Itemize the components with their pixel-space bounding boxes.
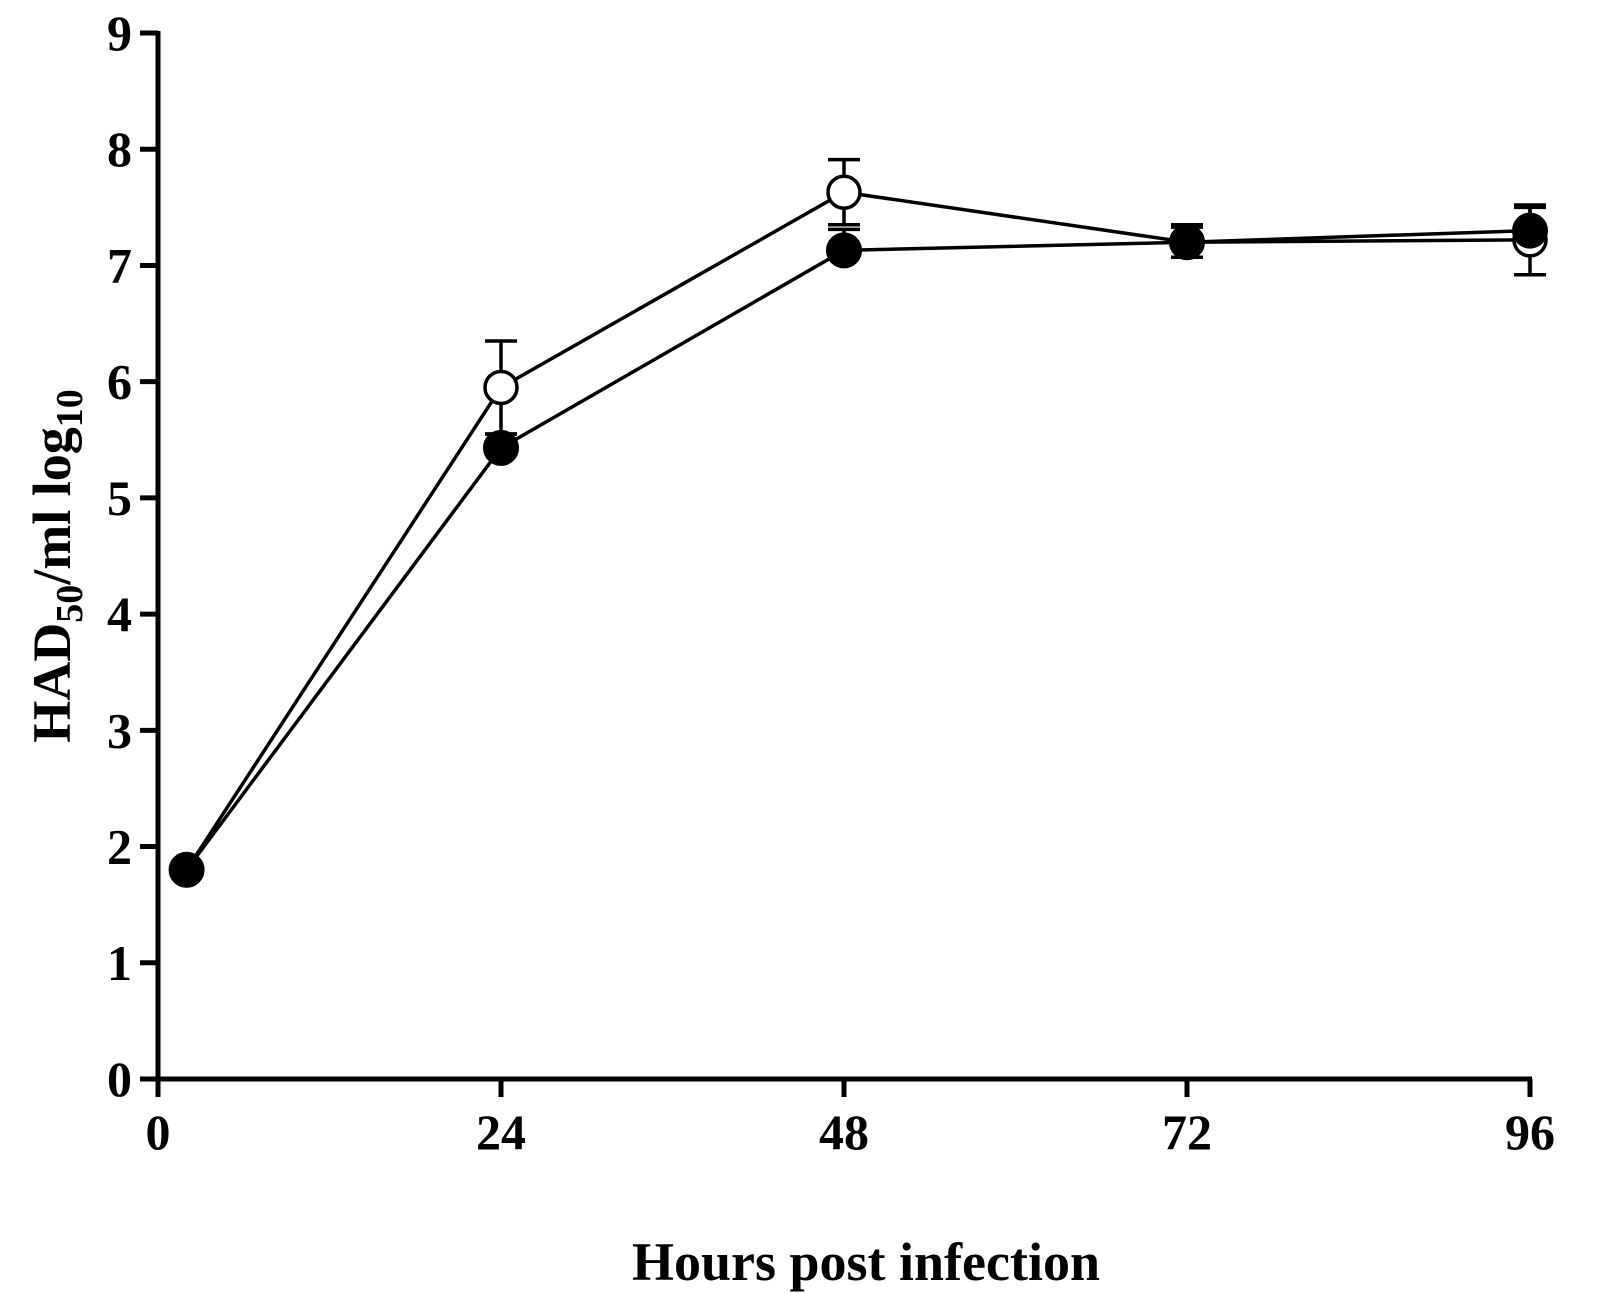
y-tick-label: 6 (107, 354, 132, 410)
y-ticks: 0 1 2 3 4 5 6 7 8 9 (107, 5, 158, 1107)
x-tick-label: 0 (146, 1104, 171, 1160)
y-tick-label: 1 (107, 935, 132, 991)
y-axis-title-sub2: 10 (49, 389, 91, 427)
x-axis-title: Hours post infection (632, 1232, 1100, 1292)
data-point (483, 369, 519, 406)
data-point (1512, 212, 1548, 249)
y-axis-title-main: HAD (22, 623, 82, 743)
y-tick-label: 7 (107, 237, 132, 293)
series-1 (168, 157, 1548, 888)
x-tick-label: 24 (476, 1104, 526, 1160)
y-axis-title-sub1: 50 (49, 585, 91, 623)
y-tick-label: 5 (107, 470, 132, 526)
data-point (483, 429, 519, 466)
y-axis-title-mid: /ml log (22, 427, 82, 586)
y-tick-label: 0 (107, 1051, 132, 1107)
y-tick-label: 9 (107, 5, 132, 61)
y-tick-label: 4 (107, 586, 132, 642)
x-tick-label: 72 (1162, 1104, 1212, 1160)
data-point (826, 232, 862, 269)
y-axis-title: HAD50/ml log10 (22, 389, 91, 743)
data-point (168, 851, 205, 888)
axes: 0 24 48 72 96 0 1 2 3 4 5 6 7 8 9 (107, 5, 1555, 1160)
data-point (826, 174, 862, 210)
series-2 (168, 205, 1548, 888)
data-point (1169, 224, 1205, 261)
x-ticks: 0 24 48 72 96 (146, 1079, 1555, 1160)
plot-area (168, 157, 1548, 888)
x-tick-label: 48 (819, 1104, 869, 1160)
series-line (185, 228, 1531, 871)
series-line (185, 190, 1531, 871)
y-tick-label: 3 (107, 702, 132, 758)
x-tick-label: 96 (1505, 1104, 1555, 1160)
y-tick-label: 8 (107, 121, 132, 177)
y-tick-label: 2 (107, 819, 132, 875)
